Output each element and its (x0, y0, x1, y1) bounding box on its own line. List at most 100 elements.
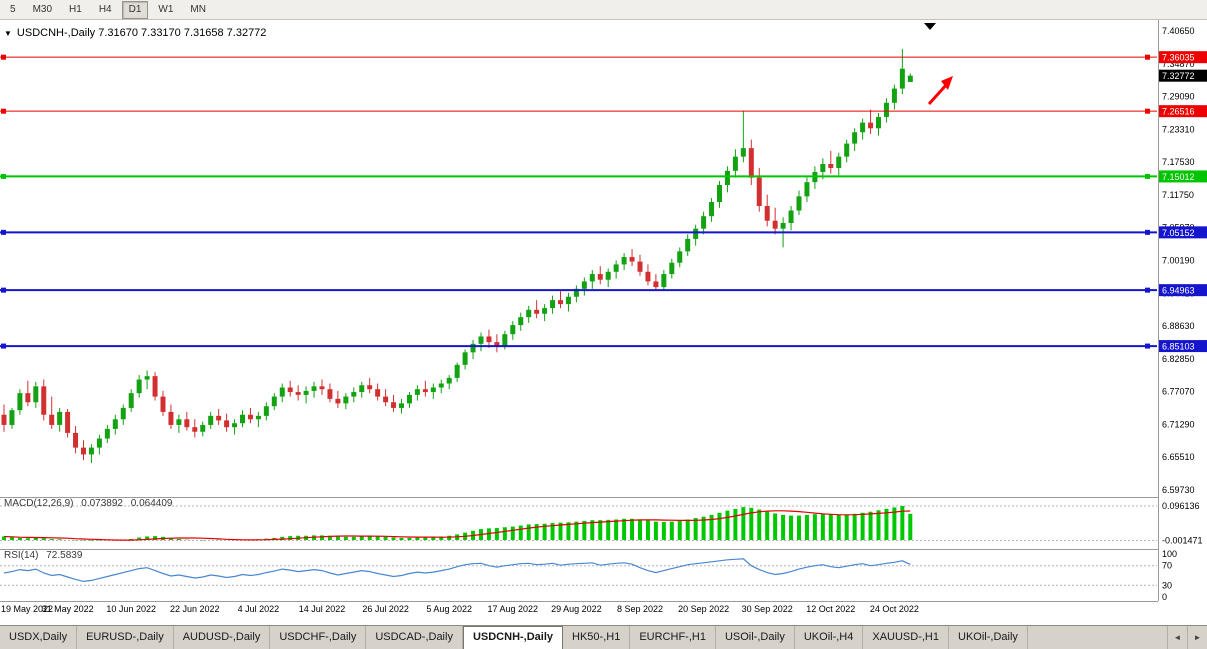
macd-label: MACD(12,26,9) 0.073892 0.064409 (4, 498, 177, 509)
macd-signal-line (3, 510, 911, 541)
chart-tab-eurusd-daily[interactable]: EURUSD-,Daily (77, 626, 174, 649)
up-arrow-head[interactable] (941, 76, 953, 90)
tabs-scroll-left-icon[interactable]: ◄ (1167, 626, 1187, 649)
level-price-tag (1159, 170, 1207, 183)
chart-tab-bar: USDX,Daily EURUSD-,Daily AUDUSD-,Daily USDC… (0, 625, 1207, 649)
hline-handle[interactable] (1145, 173, 1150, 179)
svg-text:10 Jun 2022: 10 Jun 2022 (106, 604, 156, 614)
svg-text:7.00190: 7.00190 (1162, 256, 1195, 266)
chart-tab-ukoil-daily[interactable]: UKOil-,Daily (949, 626, 1028, 649)
hline-handle[interactable] (1, 343, 6, 349)
chart-tab-usdcnh-daily[interactable]: USDCNH-,Daily (462, 626, 564, 649)
hline-handle[interactable] (1145, 287, 1150, 293)
hline-handle[interactable] (1, 229, 6, 235)
hline-handle[interactable] (1145, 343, 1150, 349)
price-axis-labels: 7.40650 7.34870 7.29090 7.23310 7.17530 7.117… (1162, 26, 1195, 495)
macd-signal-value: 0.064409 (130, 498, 173, 509)
svg-text:0: 0 (1162, 592, 1167, 602)
svg-text:100: 100 (1162, 549, 1177, 559)
macd-main-value: 0.073892 (81, 498, 123, 509)
svg-text:6.85103: 6.85103 (1162, 342, 1195, 352)
chart-tab-xauusd-h1[interactable]: XAUUSD-,H1 (863, 626, 949, 649)
hline-7.36035[interactable]: 7.36035 (0, 51, 1207, 64)
timeframe-button-5[interactable]: 5 (10, 3, 16, 15)
level-price-tag (1159, 51, 1207, 64)
svg-text:-0.001471: -0.001471 (1162, 536, 1203, 546)
svg-text:22 Jun 2022: 22 Jun 2022 (170, 604, 220, 614)
timeframe-button-h1[interactable]: H1 (69, 3, 82, 15)
hline-7.15012[interactable]: 7.15012 (0, 170, 1207, 183)
tabs-scroll-right-icon[interactable]: ► (1187, 626, 1207, 649)
chart-tab-audusd-daily[interactable]: AUDUSD-,Daily (174, 626, 271, 649)
current-price-tag: 7.32772 (1159, 69, 1207, 82)
svg-text:7.17530: 7.17530 (1162, 157, 1195, 167)
chart-tab-ukoil-h4[interactable]: UKOil-,H4 (795, 626, 864, 649)
svg-text:19 May 2022: 19 May 2022 (1, 604, 53, 614)
svg-text:7.34870: 7.34870 (1162, 59, 1195, 69)
svg-text:6.59730: 6.59730 (1162, 485, 1195, 495)
svg-text:7.11750: 7.11750 (1162, 190, 1194, 200)
up-arrow-annotation[interactable] (927, 82, 949, 106)
chart-tab-hk50-h1[interactable]: HK50-,H1 (563, 626, 631, 649)
svg-text:7.32772: 7.32772 (1162, 71, 1195, 81)
level-price-tag (1159, 284, 1207, 297)
timeframe-button-d1[interactable]: D1 (121, 0, 149, 19)
hline-handle[interactable] (1, 54, 6, 60)
svg-text:5 Aug 2022: 5 Aug 2022 (426, 604, 472, 614)
svg-text:8 Sep 2022: 8 Sep 2022 (617, 604, 663, 614)
annotations[interactable] (924, 23, 953, 106)
svg-text:6.65510: 6.65510 (1162, 452, 1195, 462)
rsi-value: 72.5839 (46, 550, 83, 561)
rsi-line (3, 558, 911, 583)
svg-text:6.82850: 6.82850 (1162, 354, 1195, 364)
hline-handle[interactable] (1, 108, 6, 114)
svg-text:7.36035: 7.36035 (1162, 53, 1195, 63)
hline-6.85103[interactable]: 6.85103 (0, 340, 1207, 353)
svg-text:6.71290: 6.71290 (1162, 419, 1195, 429)
level-price-tag (1159, 340, 1207, 353)
svg-text:14 Jul 2022: 14 Jul 2022 (299, 604, 346, 614)
svg-text:20 Sep 2022: 20 Sep 2022 (678, 604, 729, 614)
hline-handle[interactable] (1145, 229, 1150, 235)
hline-handle[interactable] (1145, 108, 1150, 114)
timeframe-button-m30[interactable]: M30 (32, 3, 53, 15)
svg-text:4 Jul 2022: 4 Jul 2022 (238, 604, 280, 614)
svg-text:30 Sep 2022: 30 Sep 2022 (742, 604, 793, 614)
hline-7.05152[interactable]: 7.05152 (0, 226, 1207, 239)
chart-tab-usoil-daily[interactable]: USOil-,Daily (716, 626, 795, 649)
symbol-marker-icon: ▼ (4, 28, 12, 38)
down-triangle-marker[interactable] (924, 23, 936, 30)
chart-tab-usdcad-daily[interactable]: USDCAD-,Daily (366, 626, 463, 649)
svg-text:26 Jul 2022: 26 Jul 2022 (362, 604, 409, 614)
chart-tab-usdx-daily[interactable]: USDX,Daily (0, 626, 78, 649)
hline-handle[interactable] (1, 173, 6, 179)
svg-text:7.23310: 7.23310 (1162, 124, 1195, 134)
level-price-tag (1159, 226, 1207, 239)
timeframe-button-mn[interactable]: MN (190, 3, 206, 15)
timeframe-toolbar: 5 M30 H1 H4 D1 W1 MN (0, 0, 1207, 20)
chart-title: USDCNH-,Daily 7.31670 7.33170 7.31658 7.… (16, 27, 267, 39)
chart-tab-eurchf-h1[interactable]: EURCHF-,H1 (630, 626, 716, 649)
chart-tab-usdchf-daily[interactable]: USDCHF-,Daily (270, 626, 367, 649)
svg-text:7.40650: 7.40650 (1162, 26, 1195, 36)
svg-text:0.096136: 0.096136 (1162, 501, 1200, 511)
chart-header: ▼ USDCNH-,Daily 7.31670 7.33170 7.31658 … (4, 27, 266, 39)
svg-text:29 Aug 2022: 29 Aug 2022 (551, 604, 602, 614)
macd-name: MACD(12,26,9) (4, 498, 74, 509)
svg-text:70: 70 (1162, 561, 1172, 571)
hline-6.94963[interactable]: 6.94963 (0, 284, 1207, 297)
rsi-label: RSI(14) 72.5839 (4, 550, 87, 561)
svg-text:31 May 2022: 31 May 2022 (42, 604, 94, 614)
macd-panel: 0.096136 -0.001471 (0, 501, 1203, 546)
timeframe-button-w1[interactable]: W1 (158, 3, 174, 15)
hline-handle[interactable] (1, 287, 6, 293)
hline-7.26516[interactable]: 7.26516 (0, 105, 1207, 118)
svg-text:7.05152: 7.05152 (1162, 228, 1195, 238)
tab-bar-spacer (1028, 626, 1167, 649)
timeframe-button-h4[interactable]: H4 (98, 3, 112, 15)
rsi-panel: 100 70 30 0 (0, 549, 1177, 602)
rsi-name: RSI(14) (4, 550, 39, 561)
hline-handle[interactable] (1145, 54, 1150, 60)
